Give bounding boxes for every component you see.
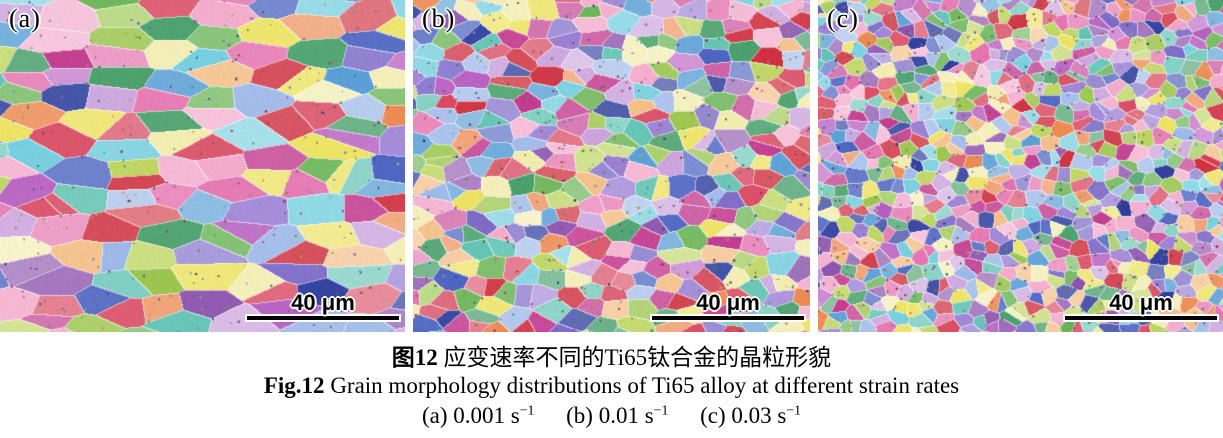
condition-b-sup: −1 bbox=[653, 402, 669, 418]
scale-bar-text-a: 40 μm bbox=[291, 289, 355, 315]
condition-a: (a) 0.001 s−1 bbox=[422, 402, 534, 430]
caption-zh-text: 应变速率不同的Ti65钛合金的晶粒形貌 bbox=[437, 345, 832, 370]
scale-bar-line-c bbox=[1065, 316, 1217, 320]
figure-caption: 图12 应变速率不同的Ti65钛合金的晶粒形貌 Fig.12 Grain mor… bbox=[0, 332, 1223, 430]
grain-map-c bbox=[818, 0, 1223, 332]
caption-zh: 图12 应变速率不同的Ti65钛合金的晶粒形貌 bbox=[0, 344, 1223, 372]
grain-map-b bbox=[413, 0, 810, 332]
condition-b: (b) 0.01 s−1 bbox=[566, 402, 668, 430]
scale-bar-text-b: 40 μm bbox=[696, 289, 760, 315]
caption-zh-number: 图12 bbox=[391, 345, 438, 370]
ebsd-panel-b: (b) 40 μm bbox=[413, 0, 810, 332]
micrograph-row: (a) 40 μm (b) 40 μm (c) 40 μm bbox=[0, 0, 1223, 332]
caption-en-text: Grain morphology distributions of Ti65 a… bbox=[324, 373, 960, 399]
condition-c: (c) 0.03 s−1 bbox=[700, 402, 801, 430]
caption-en: Fig.12 Grain morphology distributions of… bbox=[0, 372, 1223, 400]
scale-bar-text-c: 40 μm bbox=[1109, 289, 1173, 315]
caption-en-number: Fig.12 bbox=[263, 373, 325, 399]
caption-conditions: (a) 0.001 s−1 (b) 0.01 s−1 (c) 0.03 s−1 bbox=[0, 402, 1223, 430]
panel-label-b: (b) bbox=[422, 4, 456, 33]
ebsd-panel-c: (c) 40 μm bbox=[818, 0, 1223, 332]
grain-map-a bbox=[0, 0, 405, 332]
condition-c-text: (c) 0.03 s bbox=[700, 403, 787, 429]
condition-b-text: (b) 0.01 s bbox=[566, 403, 654, 429]
scale-bar-a: 40 μm bbox=[247, 291, 399, 320]
panel-label-c: (c) bbox=[827, 4, 859, 33]
condition-c-sup: −1 bbox=[786, 402, 802, 418]
scale-bar-line-a bbox=[247, 316, 399, 320]
condition-a-text: (a) 0.001 s bbox=[421, 403, 520, 429]
scale-bar-c: 40 μm bbox=[1065, 291, 1217, 320]
panel-label-a: (a) bbox=[9, 4, 41, 33]
scale-bar-line-b bbox=[652, 316, 804, 320]
ebsd-panel-a: (a) 40 μm bbox=[0, 0, 405, 332]
condition-a-sup: −1 bbox=[519, 402, 535, 418]
scale-bar-b: 40 μm bbox=[652, 291, 804, 320]
